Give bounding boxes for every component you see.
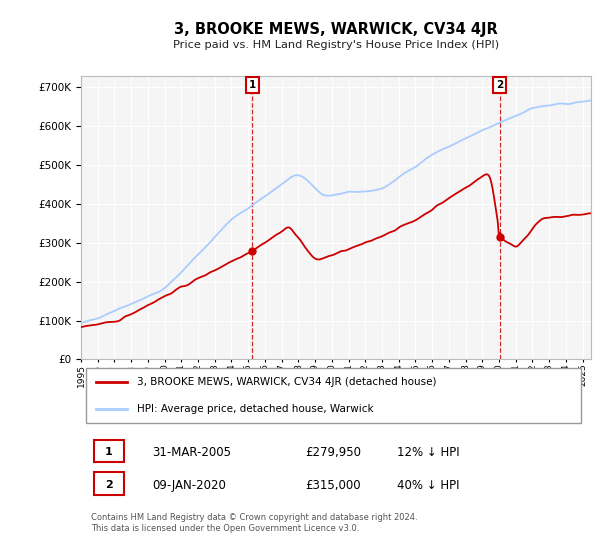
FancyBboxPatch shape: [94, 440, 124, 462]
Text: Price paid vs. HM Land Registry's House Price Index (HPI): Price paid vs. HM Land Registry's House …: [173, 40, 499, 50]
Text: £279,950: £279,950: [305, 446, 361, 459]
Text: £315,000: £315,000: [305, 479, 361, 492]
Text: 3, BROOKE MEWS, WARWICK, CV34 4JR (detached house): 3, BROOKE MEWS, WARWICK, CV34 4JR (detac…: [137, 376, 437, 386]
FancyBboxPatch shape: [86, 367, 581, 423]
Text: Contains HM Land Registry data © Crown copyright and database right 2024.
This d: Contains HM Land Registry data © Crown c…: [91, 514, 418, 533]
Text: 2: 2: [105, 480, 113, 490]
Text: 1: 1: [105, 447, 113, 458]
Text: 3, BROOKE MEWS, WARWICK, CV34 4JR: 3, BROOKE MEWS, WARWICK, CV34 4JR: [174, 22, 498, 38]
Text: 31-MAR-2005: 31-MAR-2005: [152, 446, 232, 459]
Text: 2: 2: [496, 80, 503, 90]
Text: HPI: Average price, detached house, Warwick: HPI: Average price, detached house, Warw…: [137, 404, 374, 414]
Text: 1: 1: [249, 80, 256, 90]
Text: 12% ↓ HPI: 12% ↓ HPI: [397, 446, 460, 459]
Text: 40% ↓ HPI: 40% ↓ HPI: [397, 479, 460, 492]
Text: 09-JAN-2020: 09-JAN-2020: [152, 479, 226, 492]
FancyBboxPatch shape: [94, 473, 124, 495]
